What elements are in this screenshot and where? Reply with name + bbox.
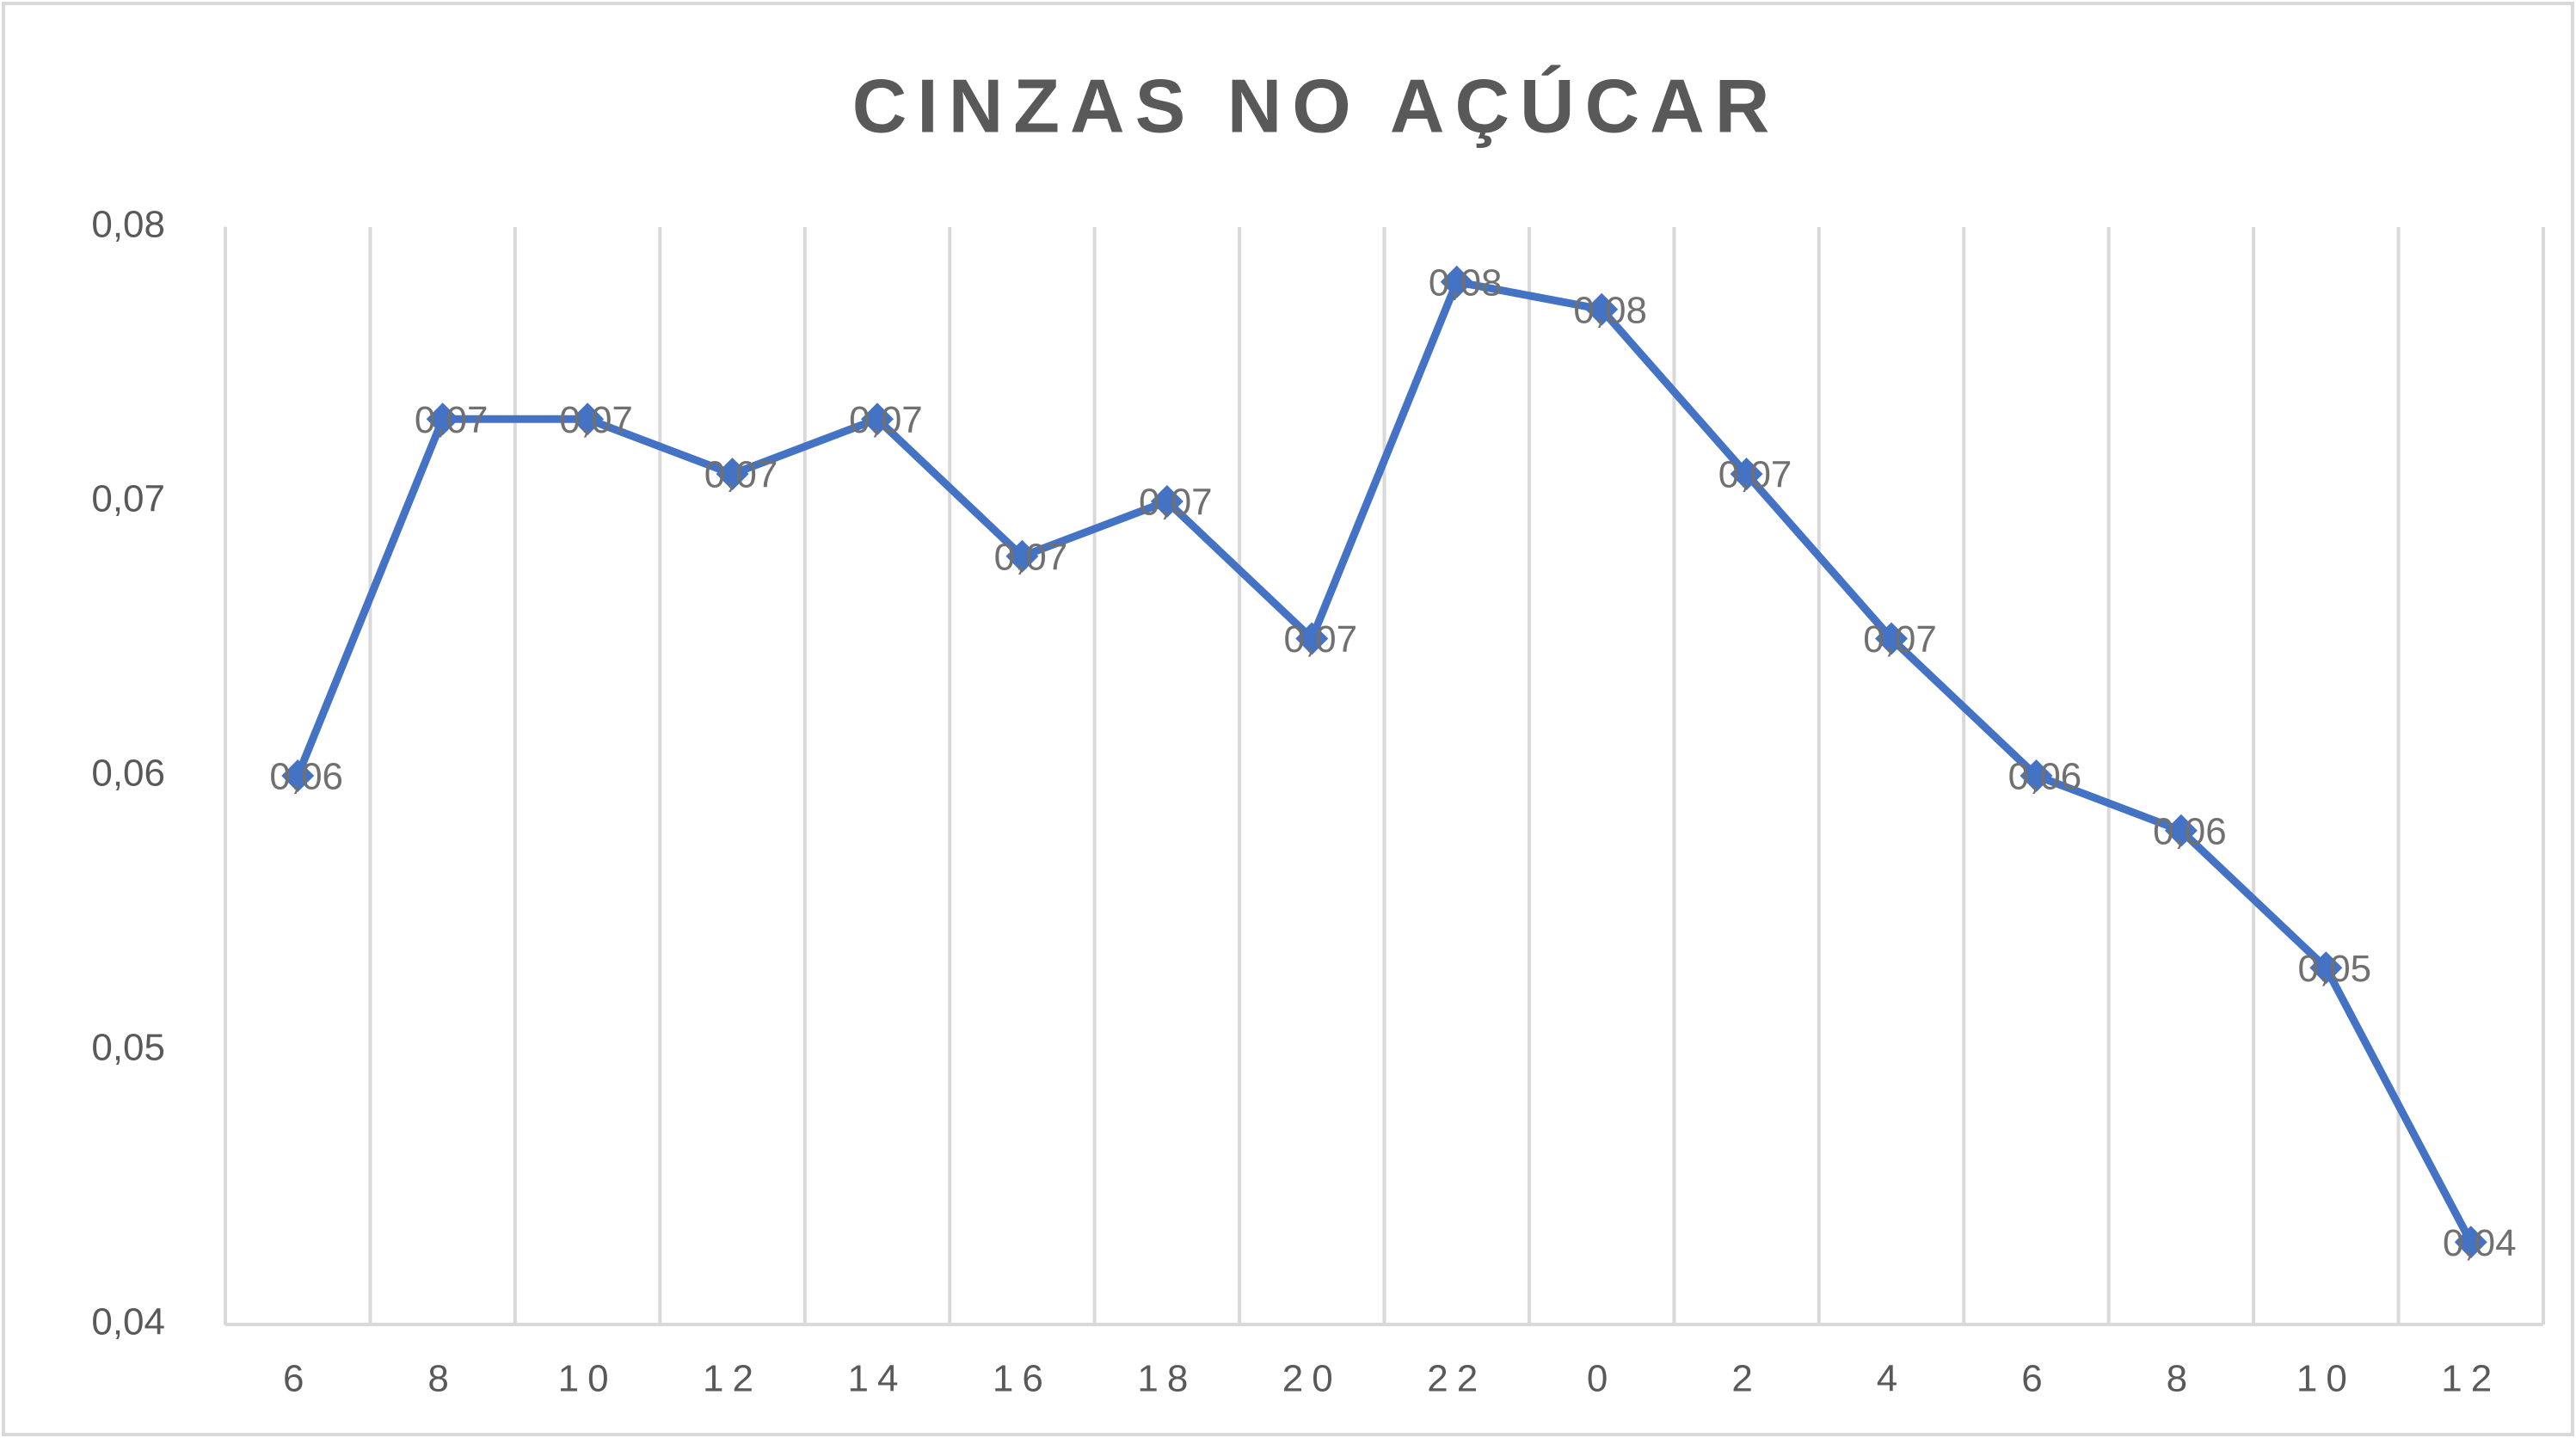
data-marker: [1875, 622, 1909, 655]
data-label: 0,07: [1283, 618, 1357, 661]
x-tick-label: 22: [1427, 1358, 1486, 1400]
data-label: 0,07: [1139, 482, 1213, 524]
data-marker: [1295, 622, 1329, 655]
data-label: 0,06: [2153, 810, 2227, 852]
data-label: 0,06: [2008, 756, 2082, 798]
chart-title: CINZAS NO AÇÚCAR: [852, 63, 1780, 148]
data-marker: [1585, 292, 1619, 326]
data-line: [294, 278, 2475, 1244]
y-tick-label: 0,05: [91, 1027, 165, 1069]
data-marker: [860, 403, 894, 436]
data-label: 0,04: [2443, 1222, 2517, 1264]
x-tick-label: 10: [558, 1358, 618, 1400]
data-label: 0,07: [559, 399, 633, 441]
data-marker: [1440, 265, 1473, 298]
data-marker: [716, 458, 749, 491]
x-tick-label: 0: [1587, 1358, 1616, 1400]
data-marker: [2164, 814, 2198, 847]
y-tick-label: 0,07: [91, 478, 165, 520]
y-tick-label: 0,04: [91, 1301, 165, 1343]
data-marker: [1730, 458, 1763, 491]
data-label: 0,07: [849, 399, 923, 441]
data-label: 0,05: [2298, 948, 2372, 990]
x-tick-label: 12: [2441, 1358, 2500, 1400]
x-tick-label: 16: [993, 1358, 1052, 1400]
x-tick-label: 14: [847, 1358, 907, 1400]
x-tick-label: 6: [283, 1358, 312, 1400]
x-tick-label: 18: [1137, 1358, 1196, 1400]
data-marker: [1150, 485, 1183, 518]
data-marker: [281, 759, 315, 792]
x-tick-label: 12: [703, 1358, 762, 1400]
x-tick-label: 8: [427, 1358, 457, 1400]
data-label: 0,07: [1718, 454, 1792, 496]
data-label: 0,07: [415, 399, 489, 441]
data-label: 0,06: [269, 756, 343, 798]
x-tick-label: 4: [1877, 1358, 1906, 1400]
data-label: 0,08: [1429, 261, 1503, 304]
data-marker: [426, 403, 459, 436]
data-label: 0,07: [704, 454, 778, 496]
data-marker: [2020, 759, 2053, 792]
data-marker: [1005, 539, 1039, 573]
data-marker: [2454, 1226, 2487, 1259]
x-tick-label: 8: [2167, 1358, 2196, 1400]
data-label: 0,08: [1573, 289, 1647, 331]
data-marker: [2309, 951, 2343, 985]
data-label: 0,07: [994, 536, 1068, 578]
y-tick-label: 0,06: [91, 753, 165, 795]
data-label: 0,07: [1863, 618, 1937, 661]
x-tick-label: 10: [2296, 1358, 2356, 1400]
x-tick-label: 20: [1282, 1358, 1342, 1400]
x-tick-label: 2: [1731, 1358, 1761, 1400]
data-marker: [571, 403, 605, 436]
x-tick-label: 6: [2021, 1358, 2050, 1400]
y-tick-label: 0,08: [91, 204, 165, 246]
